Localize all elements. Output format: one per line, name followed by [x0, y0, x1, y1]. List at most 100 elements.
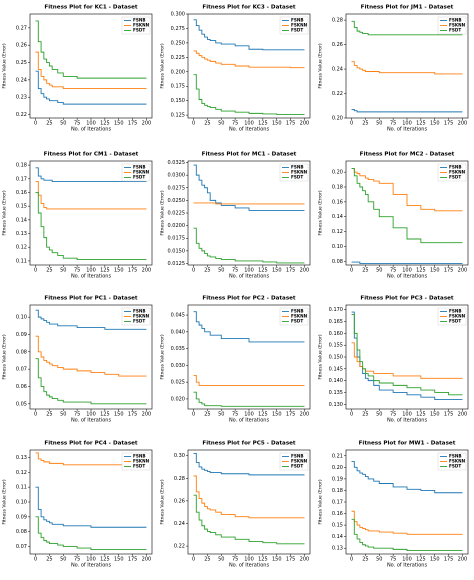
- x-tick-label: 175: [444, 412, 454, 418]
- y-tick-label: 0.09: [16, 514, 27, 520]
- x-tick-label: 200: [300, 121, 310, 127]
- x-tick-label: 50: [376, 412, 382, 418]
- x-tick-label: 50: [376, 121, 382, 127]
- legend-box: [279, 307, 309, 326]
- x-tick-label: 0: [350, 121, 353, 127]
- y-tick-label: 0.10: [16, 500, 27, 506]
- x-tick-label: 200: [458, 121, 468, 127]
- chart-panel: Fitness Plot for MC1 - Dataset 0 25 50 75 100…: [160, 152, 311, 280]
- chart-panel: Fitness Plot for JM1 - Dataset 0 25 50 75 100…: [318, 5, 469, 133]
- y-tick-label: 0.20: [332, 170, 343, 176]
- y-tick-label: 0.150: [171, 98, 185, 104]
- x-tick-label: 75: [74, 557, 80, 563]
- x-tick-label: 200: [300, 557, 310, 563]
- y-tick-label: 0.150: [329, 355, 343, 361]
- x-axis-label: No. of Iterations: [229, 274, 270, 280]
- series-line: [351, 20, 463, 36]
- y-tick-label: 0.0150: [168, 248, 186, 254]
- x-tick-label: 125: [416, 268, 426, 274]
- y-tick-label: 0.08: [16, 349, 27, 355]
- legend-label: FSKNN: [449, 23, 466, 28]
- y-tick-label: 0.10: [16, 315, 27, 321]
- series-line: [351, 261, 463, 264]
- legend-label: FSKNN: [133, 170, 150, 175]
- legend-label: FSNB: [291, 309, 304, 314]
- x-tick-label: 175: [128, 268, 138, 274]
- legend-label: FSKNN: [291, 459, 308, 464]
- x-tick-label: 100: [86, 412, 96, 418]
- y-tick-label: 0.09: [16, 332, 27, 338]
- legend-box: [279, 452, 309, 471]
- x-tick-label: 150: [114, 121, 124, 127]
- y-tick-label: 0.18: [332, 185, 343, 191]
- chart-title: Fitness Plot for MC1 - Dataset: [202, 152, 297, 158]
- x-axis-label: No. of Iterations: [229, 563, 270, 569]
- y-tick-label: 0.0300: [168, 173, 186, 179]
- y-tick-label: 0.28: [332, 18, 343, 24]
- y-tick-label: 0.0325: [168, 160, 186, 166]
- legend-label: FSDT: [449, 464, 461, 469]
- x-tick-label: 150: [272, 557, 282, 563]
- chart-panel: Fitness Plot for KC3 - Dataset 0 25 50 75 100…: [160, 5, 311, 133]
- y-tick-label: 0.145: [329, 366, 343, 372]
- y-tick-label: 0.26: [174, 498, 185, 504]
- legend-label: FSDT: [449, 319, 461, 324]
- series-line: [193, 202, 305, 205]
- legend-label: FSDT: [291, 464, 303, 469]
- x-tick-label: 0: [192, 268, 195, 274]
- y-axis-label: Fitness Value (Error): [160, 334, 166, 380]
- y-tick-label: 0.025: [171, 380, 185, 386]
- x-axis-label: No. of Iterations: [71, 418, 112, 424]
- series-line: [193, 452, 305, 476]
- legend-box: [437, 16, 467, 35]
- x-tick-label: 75: [390, 268, 396, 274]
- x-tick-label: 150: [272, 412, 282, 418]
- x-tick-label: 125: [100, 412, 110, 418]
- series-line: [193, 74, 305, 115]
- y-tick-label: 0.14: [332, 214, 343, 220]
- y-tick-label: 0.12: [16, 245, 27, 251]
- chart-title: Fitness Plot for JM1 - Dataset: [361, 5, 454, 11]
- x-axis-label: No. of Iterations: [387, 418, 428, 424]
- series-line: [35, 516, 147, 550]
- x-tick-label: 0: [34, 268, 37, 274]
- y-tick-label: 0.045: [171, 313, 185, 319]
- y-tick-label: 0.0175: [168, 236, 186, 242]
- x-tick-label: 25: [204, 268, 210, 274]
- series-line: [35, 20, 147, 79]
- chart-panel: Fitness Plot for MW1 - Dataset 0 25 50 75 100…: [318, 441, 469, 569]
- x-tick-label: 200: [300, 412, 310, 418]
- legend-label: FSKNN: [291, 23, 308, 28]
- y-tick-label: 0.160: [329, 331, 343, 337]
- legend-box: [437, 163, 467, 182]
- x-tick-label: 100: [402, 557, 412, 563]
- x-tick-label: 200: [458, 557, 468, 563]
- x-tick-label: 175: [286, 121, 296, 127]
- x-tick-label: 200: [458, 412, 468, 418]
- x-tick-label: 150: [430, 557, 440, 563]
- x-tick-label: 0: [34, 557, 37, 563]
- y-axis-label: Fitness Value (Error): [2, 479, 8, 525]
- y-tick-label: 0.135: [329, 390, 343, 396]
- y-tick-label: 0.30: [174, 453, 185, 459]
- legend-box: [279, 163, 309, 182]
- y-tick-label: 0.165: [329, 319, 343, 325]
- legend-box: [437, 307, 467, 326]
- x-tick-label: 25: [46, 412, 52, 418]
- x-tick-label: 50: [60, 557, 66, 563]
- x-tick-label: 150: [114, 557, 124, 563]
- y-axis-label: Fitness Value (Error): [318, 479, 324, 525]
- series-line: [193, 227, 305, 264]
- series-line: [193, 391, 305, 407]
- x-tick-label: 25: [204, 121, 210, 127]
- x-tick-label: 75: [232, 412, 238, 418]
- chart-title: Fitness Plot for PC1 - Dataset: [44, 296, 138, 302]
- legend-label: FSNB: [291, 165, 304, 170]
- legend-label: FSNB: [291, 18, 304, 23]
- series-line: [35, 167, 147, 182]
- x-tick-label: 25: [362, 121, 368, 127]
- y-tick-label: 0.28: [174, 476, 185, 482]
- x-tick-label: 100: [244, 412, 254, 418]
- y-tick-label: 0.0275: [168, 185, 186, 191]
